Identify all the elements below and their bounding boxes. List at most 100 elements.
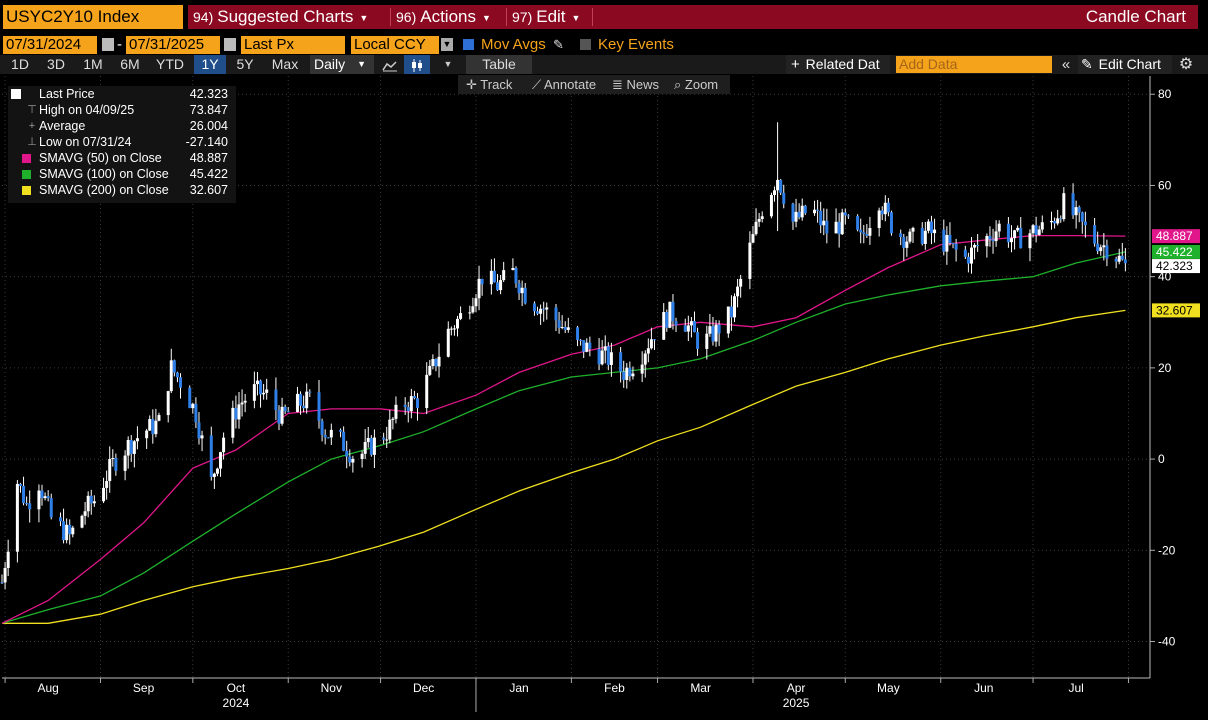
track-tool[interactable]: ✛ Track [466,75,512,94]
line-chart-icon[interactable] [378,55,402,74]
legend-row-sma100[interactable]: SMAVG (100) on Close 45.422 [8,166,236,182]
last-value-tag [1152,303,1200,318]
candle-body [157,415,161,421]
period-5y-button[interactable]: 5Y [236,56,254,72]
candle-body [194,403,198,423]
candle-body [431,359,435,366]
legend-row-sma200[interactable]: SMAVG (200) on Close 32.607 [8,182,236,198]
y-tick-label: -20 [1158,543,1176,557]
add-data-input[interactable]: Add Data [896,56,1052,73]
period-max-button[interactable]: Max [271,56,299,72]
candle-body [252,384,256,401]
frequency-select[interactable]: Daily ▼ [310,55,374,74]
period-1d-button[interactable]: 1D [11,56,29,72]
actions-menu[interactable]: 96) Actions ▼ [396,5,491,29]
news-tool[interactable]: ≣ News [612,75,659,94]
pencil-icon[interactable]: ✎ [553,37,564,52]
candle-body [973,244,977,248]
last-value-tag [1152,229,1200,244]
chevron-down-icon[interactable]: ▼ [443,59,453,69]
candle-body [803,205,807,214]
candle-body [299,393,303,406]
period-1y-button[interactable]: 1Y [194,55,226,74]
candle-body [151,419,155,435]
currency-select[interactable]: Local CCY [351,36,439,54]
price-field-select[interactable]: Last Px [241,36,345,54]
suggested-charts-menu[interactable]: 94) Suggested Charts ▼ [193,5,368,29]
y-tick-label: 80 [1158,87,1172,101]
candle-body [1037,229,1041,235]
candle-body [1123,259,1127,264]
candle-body [166,391,170,416]
legend-swatch [22,170,31,179]
edit-chart-button[interactable]: ✎ Edit Chart [1078,55,1172,74]
candle-body [834,221,838,234]
last-value-tag-label: 48.887 [1156,229,1193,243]
candle-body [351,458,355,463]
candle-body [114,458,118,471]
candle-body [388,419,392,440]
candle-body [188,387,192,409]
candle-body [280,406,284,424]
candle-body [840,212,844,235]
x-tick-label: May [877,681,900,695]
legend-row-high[interactable]: ⊤ High on 04/09/25 73.847 [8,102,236,118]
edit-menu[interactable]: 97) Edit ▼ [512,5,580,29]
calendar-icon[interactable] [224,38,236,51]
key-events-checkbox[interactable] [580,39,591,50]
legend-row-average[interactable]: + Average 26.004 [8,118,236,134]
collapse-left-icon[interactable]: « [1061,56,1071,73]
legend-row-last-price[interactable]: Last Price 42.323 [8,86,236,102]
candle-body [434,359,438,367]
zoom-tool[interactable]: ⌕ Zoom [674,75,718,94]
x-tick-label: Jun [974,681,993,695]
candle-body [191,403,195,409]
candle-body [200,435,204,439]
candle-body [1031,225,1035,234]
period-6m-button[interactable]: 6M [120,56,140,72]
legend-row-sma50[interactable]: SMAVG (50) on Close 48.887 [8,150,236,166]
menu-number: 97) [512,9,533,25]
candle-body [286,411,290,413]
candle-chart-icon[interactable] [404,55,430,74]
period-1m-button[interactable]: 1M [83,56,103,72]
annotate-tool[interactable]: ⟋ Annotate [532,75,596,94]
gear-icon[interactable]: ⚙ [1178,56,1194,73]
period-3d-button[interactable]: 3D [47,56,65,72]
candle-body [394,404,398,419]
candle-body [600,350,604,365]
chevron-down-icon[interactable]: ▼ [441,38,453,51]
period-ytd-button[interactable]: YTD [156,56,184,72]
calendar-icon[interactable] [102,38,114,51]
candle-body [886,202,890,213]
candle-body [523,287,527,304]
candle-body [923,230,927,244]
candle-body [135,438,139,442]
candle-body [945,234,949,252]
track-label: Track [480,77,513,92]
ticker-field[interactable]: USYC2Y10 Index [3,5,183,29]
mov-avgs-checkbox[interactable] [463,39,474,50]
candle-body [363,442,367,454]
related-data-button[interactable]: + Related Dat [786,55,890,74]
end-date-input[interactable]: 07/31/2025 [126,36,220,54]
legend-row-low[interactable]: ⊥ Low on 07/31/24 -27.140 [8,134,236,150]
candle-body [339,429,343,432]
candle-body [566,327,570,330]
candle-body [428,365,432,375]
last-value-tag-label: 45.422 [1156,245,1193,259]
candle-body [372,437,376,455]
y-tick-label: 40 [1158,270,1172,284]
candle-body [514,267,518,284]
table-button[interactable]: Table [466,55,532,74]
candle-body [640,364,644,374]
candle-body [240,402,244,405]
start-date-input[interactable]: 07/31/2024 [3,36,97,54]
series-line [1,234,1126,624]
candle-body [219,452,223,469]
legend-value: 32.607 [189,183,228,197]
legend-swatch [11,89,21,99]
series-line [2,309,1126,624]
candle-body [517,283,521,294]
